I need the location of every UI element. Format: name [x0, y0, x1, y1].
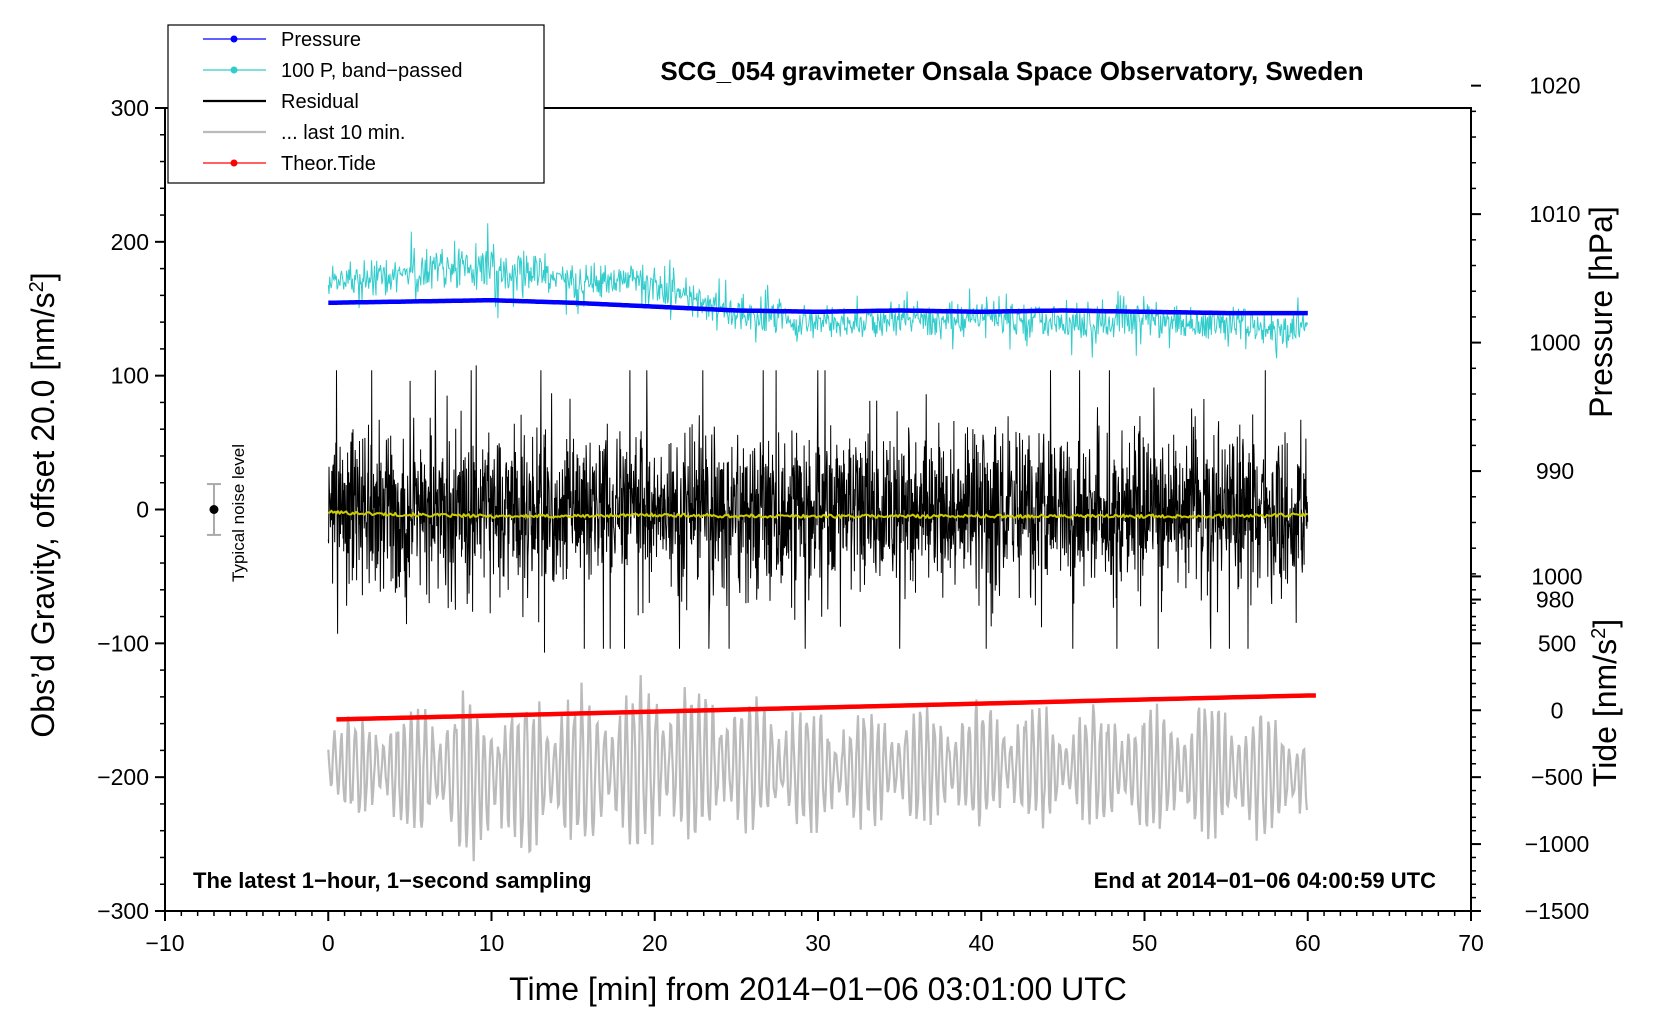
noise-center-dot: [209, 505, 219, 514]
pressure-tick-label: 1010: [1529, 201, 1580, 227]
y-tick-label: −200: [97, 764, 149, 790]
legend-marker: [230, 35, 238, 43]
x-tick-label: 60: [1295, 930, 1321, 956]
legend-label: Pressure: [281, 29, 361, 51]
legend-label: ... last 10 min.: [281, 122, 406, 144]
legend-box: [167, 24, 545, 184]
noise-level-label: Typical noise level: [229, 444, 248, 582]
tide-axis-title: Tide [nm/s2]: [1587, 619, 1623, 787]
tide-tick-label: 0: [1551, 697, 1564, 723]
legend-label: Residual: [281, 91, 359, 113]
series-residual: [327, 365, 1309, 653]
y-tick-label: 0: [136, 497, 149, 523]
tide-tick-label: 500: [1538, 630, 1576, 656]
y-axis-left: −300 −200 −100 0 100 200 300: [97, 95, 165, 924]
legend-label: 100 P, band−passed: [281, 60, 462, 82]
y-axis-title: Obs’d Gravity, offset 20.0 [nm/s2]: [25, 272, 61, 737]
legend-marker: [230, 66, 238, 74]
x-tick-label: 0: [322, 930, 335, 956]
x-tick-label: 50: [1132, 930, 1158, 956]
x-axis: −10 0 10 20 30 40 50 60 70: [145, 911, 1484, 956]
y-tick-label: 300: [111, 95, 149, 121]
x-tick-label: 70: [1458, 930, 1484, 956]
pressure-tick-label: 1000: [1529, 330, 1580, 356]
x-tick-label: 30: [805, 930, 831, 956]
x-axis-title: Time [min] from 2014−01−06 03:01:00 UTC: [509, 971, 1127, 1007]
tide-tick-label: −500: [1531, 764, 1583, 790]
y-tick-label: 100: [111, 363, 149, 389]
pressure-tick-label: 980: [1536, 587, 1574, 613]
y-axis-tide: −1500 −1000 −500 0 500 1000: [1471, 563, 1589, 924]
pressure-axis-title: Pressure [hPa]: [1583, 206, 1619, 418]
pressure-tick-label: 990: [1536, 458, 1574, 484]
legend-label: Theor.Tide: [281, 153, 376, 175]
x-tick-label: 20: [642, 930, 668, 956]
legend-marker: [230, 159, 238, 167]
left-note: The latest 1−hour, 1−second sampling: [193, 868, 592, 893]
tide-tick-label: −1000: [1525, 831, 1590, 857]
y-tick-label: −300: [97, 898, 149, 924]
tide-tick-label: 1000: [1531, 563, 1582, 589]
chart-title: SCG_054 gravimeter Onsala Space Observat…: [660, 56, 1363, 86]
tide-tick-label: −1500: [1525, 898, 1590, 924]
series-pressure: [327, 297, 1309, 316]
y-axis-pressure: 9809901000101010201030: [1471, 73, 1581, 627]
x-tick-label: 10: [479, 930, 505, 956]
y-tick-label: −100: [97, 630, 149, 656]
series-residual-smoothed: [328, 509, 1309, 519]
pressure-tick-label: 1020: [1529, 73, 1580, 99]
series-100-p-band-passed: [327, 223, 1308, 359]
legend: Pressure 100 P, band−passed Residual ... la…: [167, 24, 545, 184]
right-note: End at 2014−01−06 04:00:59 UTC: [1094, 868, 1437, 893]
x-tick-label: 40: [968, 930, 994, 956]
series-theor-tide: [336, 693, 1316, 722]
series--last-10-min-: [327, 675, 1308, 862]
series-layer: [327, 223, 1316, 862]
noise-indicator: [206, 483, 221, 536]
y-tick-label: 200: [111, 229, 149, 255]
x-tick-label: −10: [145, 930, 184, 956]
